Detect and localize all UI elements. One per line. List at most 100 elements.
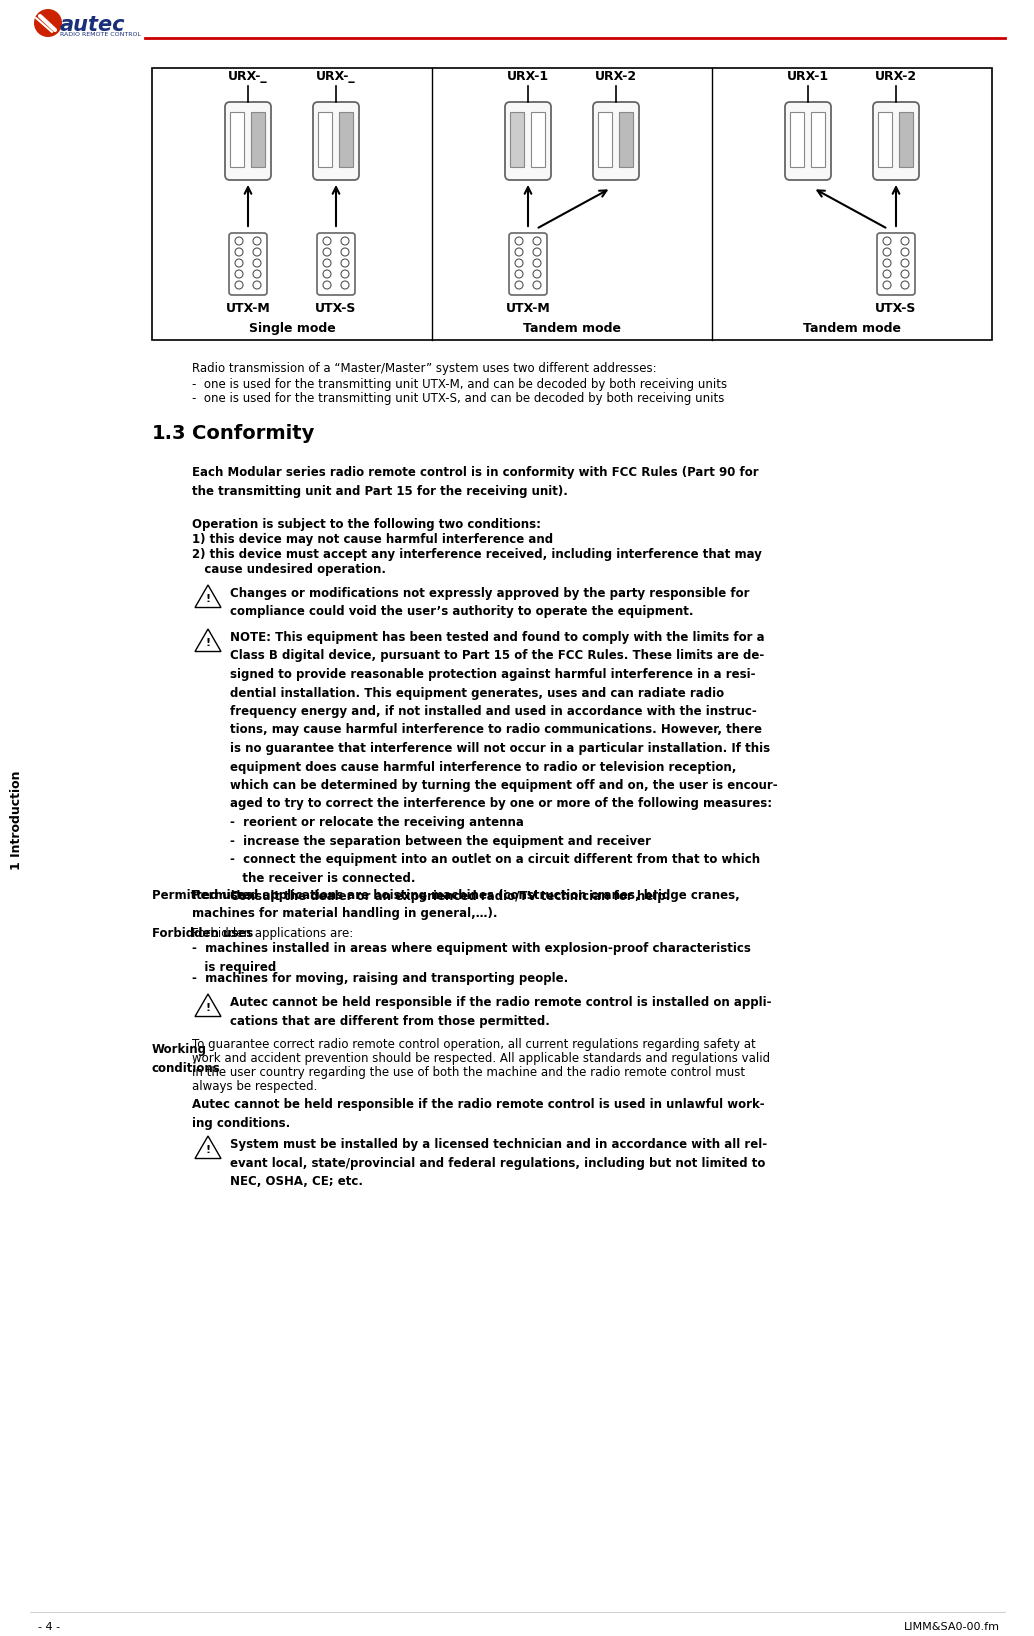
Text: Working
conditions: Working conditions bbox=[152, 1044, 220, 1075]
Text: Each Modular series radio remote control is in conformity with FCC Rules (Part 9: Each Modular series radio remote control… bbox=[192, 466, 759, 497]
Text: 1) this device may not cause harmful interference and: 1) this device may not cause harmful int… bbox=[192, 533, 553, 546]
Circle shape bbox=[515, 249, 523, 255]
FancyBboxPatch shape bbox=[509, 232, 547, 294]
Text: URX-2: URX-2 bbox=[875, 70, 917, 83]
Circle shape bbox=[515, 281, 523, 290]
Bar bbox=[251, 111, 265, 167]
Text: Radio transmission of a “Master/Master” system uses two different addresses:: Radio transmission of a “Master/Master” … bbox=[192, 362, 657, 375]
Bar bbox=[619, 111, 633, 167]
Text: -  machines installed in areas where equipment with explosion-proof characterist: - machines installed in areas where equi… bbox=[192, 942, 751, 973]
Circle shape bbox=[341, 258, 349, 267]
Circle shape bbox=[883, 281, 891, 290]
Text: - 4 -: - 4 - bbox=[38, 1621, 60, 1633]
Circle shape bbox=[323, 237, 331, 245]
Text: !: ! bbox=[206, 1003, 211, 1013]
Text: Changes or modifications not expressly approved by the party responsible for
com: Changes or modifications not expressly a… bbox=[230, 587, 750, 618]
Text: cause undesired operation.: cause undesired operation. bbox=[192, 563, 386, 576]
Text: Single mode: Single mode bbox=[248, 322, 335, 335]
Circle shape bbox=[253, 281, 261, 290]
Circle shape bbox=[323, 270, 331, 278]
Circle shape bbox=[323, 249, 331, 255]
Text: -  machines for moving, raising and transporting people.: - machines for moving, raising and trans… bbox=[192, 972, 569, 985]
Circle shape bbox=[253, 270, 261, 278]
FancyBboxPatch shape bbox=[594, 101, 639, 180]
FancyBboxPatch shape bbox=[317, 232, 355, 294]
Text: UTX-S: UTX-S bbox=[876, 303, 917, 316]
Circle shape bbox=[235, 270, 243, 278]
Text: 1 Introduction: 1 Introduction bbox=[10, 771, 24, 870]
Circle shape bbox=[235, 249, 243, 255]
FancyBboxPatch shape bbox=[225, 101, 271, 180]
Text: Autec cannot be held responsible if the radio remote control is used in unlawful: Autec cannot be held responsible if the … bbox=[192, 1098, 764, 1129]
Circle shape bbox=[235, 237, 243, 245]
Circle shape bbox=[883, 258, 891, 267]
FancyBboxPatch shape bbox=[877, 232, 915, 294]
Text: Forbidden applications are:: Forbidden applications are: bbox=[192, 928, 354, 941]
Text: !: ! bbox=[206, 1145, 211, 1155]
Text: always be respected.: always be respected. bbox=[192, 1080, 317, 1093]
Text: autec: autec bbox=[60, 15, 125, 34]
Text: Permitted uses: Permitted uses bbox=[152, 888, 252, 901]
Text: UTX-S: UTX-S bbox=[315, 303, 357, 316]
Circle shape bbox=[883, 237, 891, 245]
Text: Forbidden uses: Forbidden uses bbox=[152, 928, 253, 941]
FancyBboxPatch shape bbox=[785, 101, 831, 180]
Circle shape bbox=[901, 258, 909, 267]
Polygon shape bbox=[195, 995, 221, 1016]
Text: !: ! bbox=[206, 638, 211, 648]
Bar bbox=[811, 111, 825, 167]
FancyBboxPatch shape bbox=[313, 101, 359, 180]
Circle shape bbox=[515, 237, 523, 245]
Text: URX-2: URX-2 bbox=[595, 70, 637, 83]
Bar bbox=[230, 111, 244, 167]
Circle shape bbox=[515, 258, 523, 267]
Text: 2) this device must accept any interference received, including interference tha: 2) this device must accept any interfere… bbox=[192, 548, 762, 561]
Text: URX-1: URX-1 bbox=[507, 70, 549, 83]
Text: !: ! bbox=[206, 594, 211, 604]
Circle shape bbox=[253, 249, 261, 255]
Text: RADIO REMOTE CONTROL: RADIO REMOTE CONTROL bbox=[60, 33, 141, 38]
Circle shape bbox=[533, 249, 541, 255]
FancyBboxPatch shape bbox=[229, 232, 267, 294]
Text: URX-_: URX-_ bbox=[229, 70, 268, 83]
Text: URX-_: URX-_ bbox=[316, 70, 356, 83]
Polygon shape bbox=[195, 1135, 221, 1158]
Text: UTX-M: UTX-M bbox=[225, 303, 270, 316]
Text: URX-1: URX-1 bbox=[787, 70, 829, 83]
Circle shape bbox=[533, 270, 541, 278]
Circle shape bbox=[323, 258, 331, 267]
Text: Permitted applications are hoisting machines (construction cranes, bridge cranes: Permitted applications are hoisting mach… bbox=[192, 888, 739, 921]
Bar bbox=[790, 111, 804, 167]
Text: 1.3: 1.3 bbox=[152, 424, 186, 443]
Polygon shape bbox=[195, 586, 221, 607]
Bar bbox=[531, 111, 545, 167]
Circle shape bbox=[34, 10, 62, 38]
Text: Tandem mode: Tandem mode bbox=[803, 322, 901, 335]
Text: in the user country regarding the use of both the machine and the radio remote c: in the user country regarding the use of… bbox=[192, 1067, 746, 1080]
Text: NOTE: This equipment has been tested and found to comply with the limits for a
C: NOTE: This equipment has been tested and… bbox=[230, 631, 778, 903]
Circle shape bbox=[253, 258, 261, 267]
Bar bbox=[318, 111, 332, 167]
Text: -  one is used for the transmitting unit UTX-S, and can be decoded by both recei: - one is used for the transmitting unit … bbox=[192, 393, 725, 406]
Circle shape bbox=[235, 281, 243, 290]
Text: System must be installed by a licensed technician and in accordance with all rel: System must be installed by a licensed t… bbox=[230, 1139, 767, 1188]
Bar bbox=[510, 111, 524, 167]
Circle shape bbox=[883, 249, 891, 255]
Text: To guarantee correct radio remote control operation, all current regulations reg: To guarantee correct radio remote contro… bbox=[192, 1037, 756, 1050]
Circle shape bbox=[533, 281, 541, 290]
Circle shape bbox=[883, 270, 891, 278]
Bar bbox=[152, 69, 992, 340]
Circle shape bbox=[235, 258, 243, 267]
FancyBboxPatch shape bbox=[873, 101, 919, 180]
Circle shape bbox=[253, 237, 261, 245]
Bar bbox=[899, 111, 913, 167]
Circle shape bbox=[901, 249, 909, 255]
Text: work and accident prevention should be respected. All applicable standards and r: work and accident prevention should be r… bbox=[192, 1052, 770, 1065]
Circle shape bbox=[533, 258, 541, 267]
Circle shape bbox=[901, 237, 909, 245]
Bar bbox=[339, 111, 353, 167]
FancyBboxPatch shape bbox=[505, 101, 551, 180]
Circle shape bbox=[533, 237, 541, 245]
Text: Operation is subject to the following two conditions:: Operation is subject to the following tw… bbox=[192, 519, 541, 532]
Circle shape bbox=[341, 270, 349, 278]
